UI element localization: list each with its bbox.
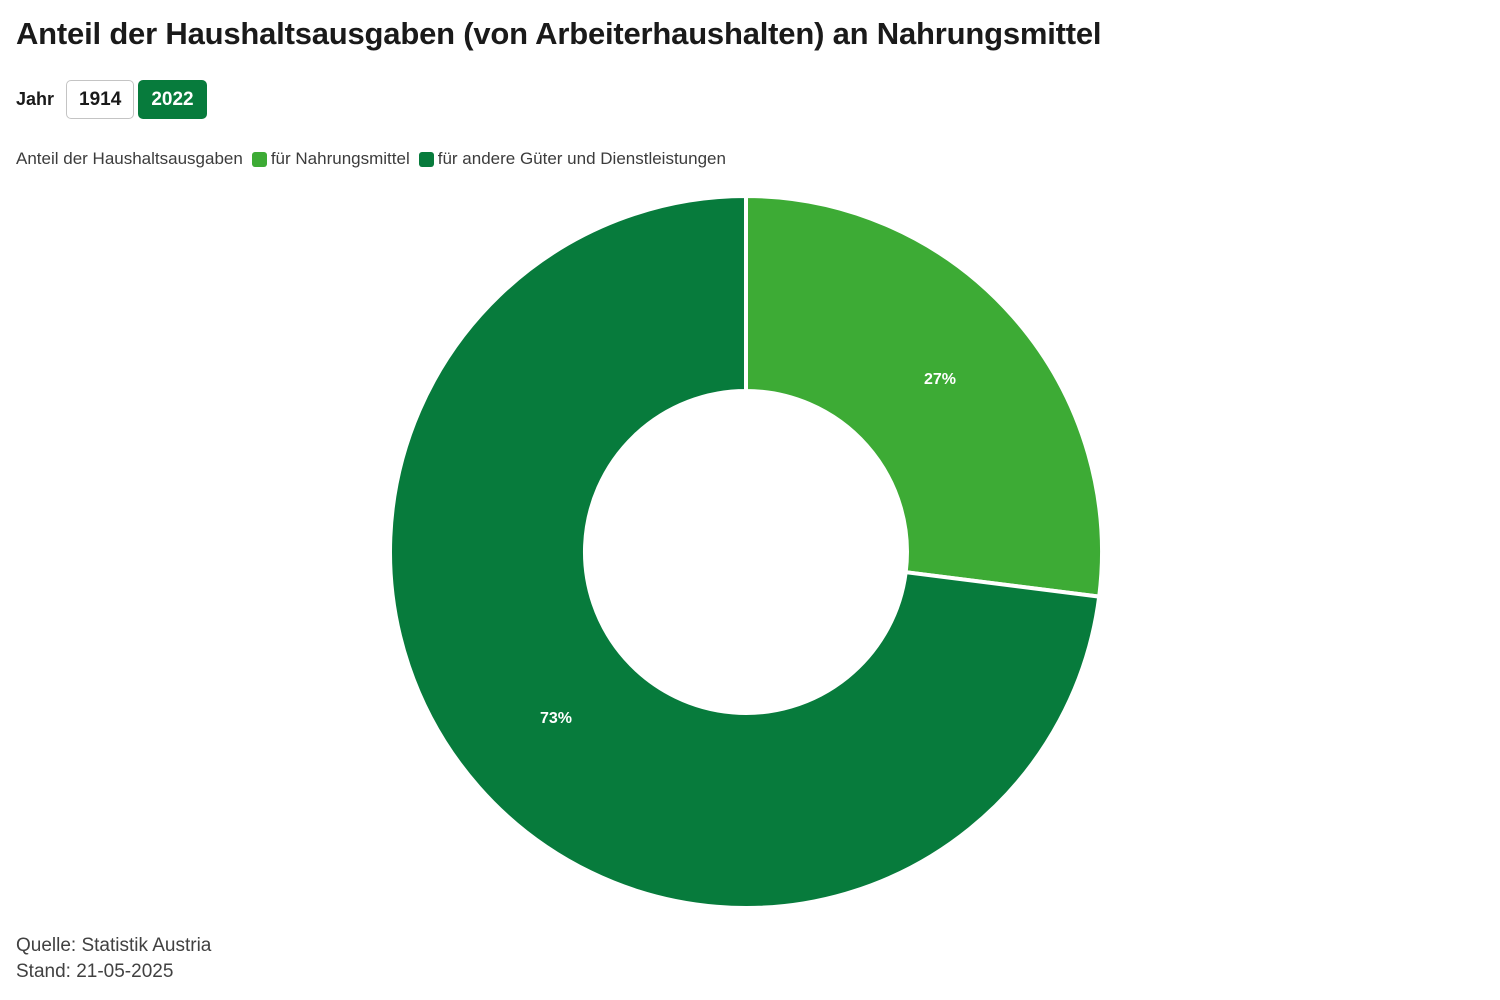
- status-note: Stand: 21-05-2025: [16, 961, 174, 982]
- year-button-2022[interactable]: 2022: [138, 80, 207, 119]
- legend-item-nahrungsmittel[interactable]: für Nahrungsmittel: [251, 149, 410, 169]
- source-note: Quelle: Statistik Austria: [16, 935, 212, 956]
- chart-legend: Anteil der Haushaltsausgaben für Nahrung…: [16, 149, 735, 169]
- data-label-andere-gueter: 73%: [540, 710, 572, 727]
- chart-footer: Quelle: Statistik Austria Stand: 21-05-2…: [16, 933, 211, 985]
- legend-swatch-light-green-icon: [251, 151, 267, 167]
- data-label-nahrungsmittel: 27%: [924, 371, 956, 388]
- year-button-group: 1914 2022: [66, 80, 207, 119]
- donut-slice-andere-gueter[interactable]: [388, 194, 1102, 910]
- year-button-1914[interactable]: 1914: [66, 80, 135, 119]
- legend-item-label: für andere Güter und Dienstleistungen: [437, 149, 726, 168]
- legend-item-andere-gueter[interactable]: für andere Güter und Dienstleistungen: [418, 149, 726, 169]
- donut-slice-nahrungsmittel[interactable]: [744, 194, 1105, 599]
- year-control: Jahr 1914 2022: [16, 80, 207, 119]
- legend-title: Anteil der Haushaltsausgaben: [16, 149, 243, 168]
- legend-swatch-dark-green-icon: [418, 151, 434, 167]
- year-control-label: Jahr: [16, 89, 55, 109]
- legend-item-label: für Nahrungsmittel: [270, 149, 410, 168]
- page-title: Anteil der Haushaltsausgaben (von Arbeit…: [16, 16, 1102, 51]
